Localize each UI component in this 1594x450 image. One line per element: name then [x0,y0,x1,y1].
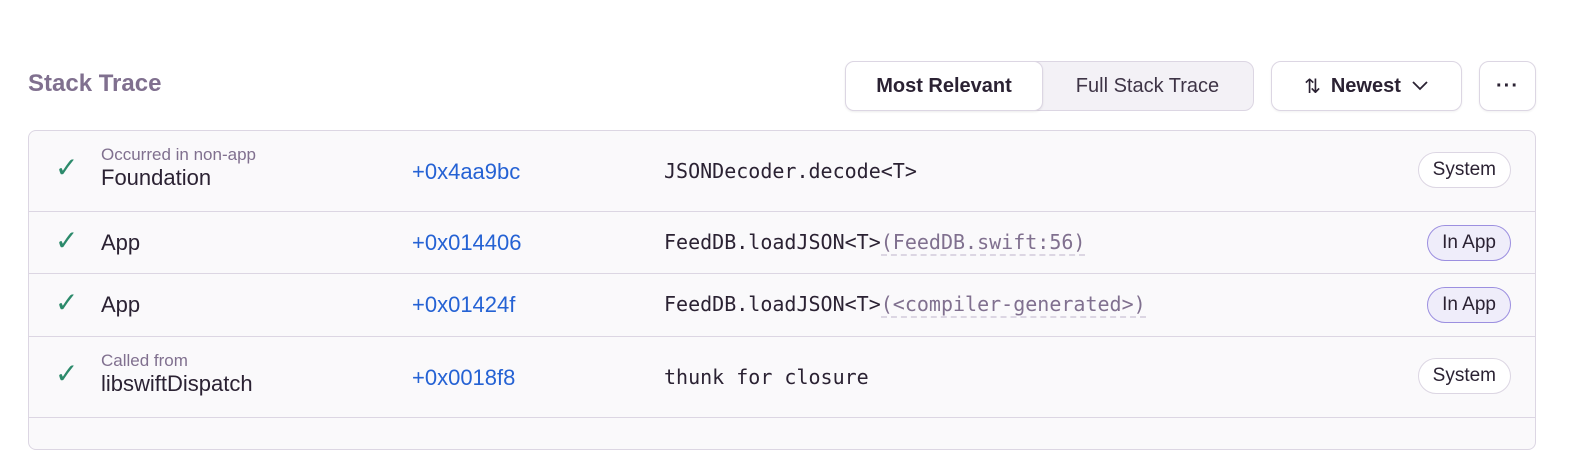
frame-sublabel: Occurred in non-app [101,145,256,164]
check-icon: ✓ [55,225,79,256]
in-app-badge: In App [1427,225,1511,261]
frame-sublabel: Called from [101,351,188,370]
function-name: FeedDB.loadJSON<T> [664,230,881,254]
frame-function: thunk for closure [664,365,869,389]
tab-most-relevant[interactable]: Most Relevant [845,61,1043,111]
more-options-button[interactable]: ··· [1479,61,1536,111]
frame-address[interactable]: +0x4aa9bc [412,159,521,184]
function-name: JSONDecoder.decode<T> [664,159,917,183]
function-name: FeedDB.loadJSON<T> [664,292,881,316]
frame-module: App [101,292,141,317]
frame-function: JSONDecoder.decode<T> [664,159,917,183]
check-icon: ✓ [55,152,79,183]
check-icon: ✓ [55,358,79,389]
frame-address[interactable]: +0x01424f [412,292,516,317]
system-badge: System [1417,358,1511,394]
function-name: thunk for closure [664,365,869,389]
frame-address[interactable]: +0x014406 [412,230,522,255]
frame-row[interactable]: ✓ Occurred in non-app Foundation +0x4aa9b… [29,131,1535,212]
check-icon: ✓ [55,287,79,318]
chevron-down-icon [1412,81,1428,91]
frame-function: FeedDB.loadJSON<T>(<compiler-generated>) [664,292,1146,318]
section-title: Stack Trace [28,70,162,97]
file-location[interactable]: (<compiler-generated>) [880,292,1146,318]
sort-arrows-icon: ⇅ [1304,75,1321,98]
stack-frames-table: ✓ Occurred in non-app Foundation +0x4aa9b… [28,130,1536,450]
frame-function: FeedDB.loadJSON<T>(FeedDB.swift:56) [664,230,1086,256]
sort-dropdown[interactable]: ⇅ Newest [1271,61,1462,111]
frame-row[interactable]: ✓ Called from libswiftDispatch +0x0018f8 … [29,337,1535,418]
frame-address[interactable]: +0x0018f8 [412,365,516,390]
frame-module: Foundation [101,165,212,190]
tab-full-stack-trace[interactable]: Full Stack Trace [1075,74,1220,97]
sort-label: Newest [1330,74,1401,97]
frame-module: libswiftDispatch [101,371,253,396]
view-toggle: Most Relevant Full Stack Trace [845,61,1254,111]
frame-row[interactable]: ✓ App +0x014406 FeedDB.loadJSON<T>(FeedD… [29,212,1535,274]
file-location[interactable]: (FeedDB.swift:56) [880,230,1086,256]
frame-row[interactable]: ✓ App +0x01424f FeedDB.loadJSON<T>(<comp… [29,274,1535,337]
frame-module: App [101,230,141,255]
system-badge: System [1417,152,1511,188]
in-app-badge: In App [1427,287,1511,323]
